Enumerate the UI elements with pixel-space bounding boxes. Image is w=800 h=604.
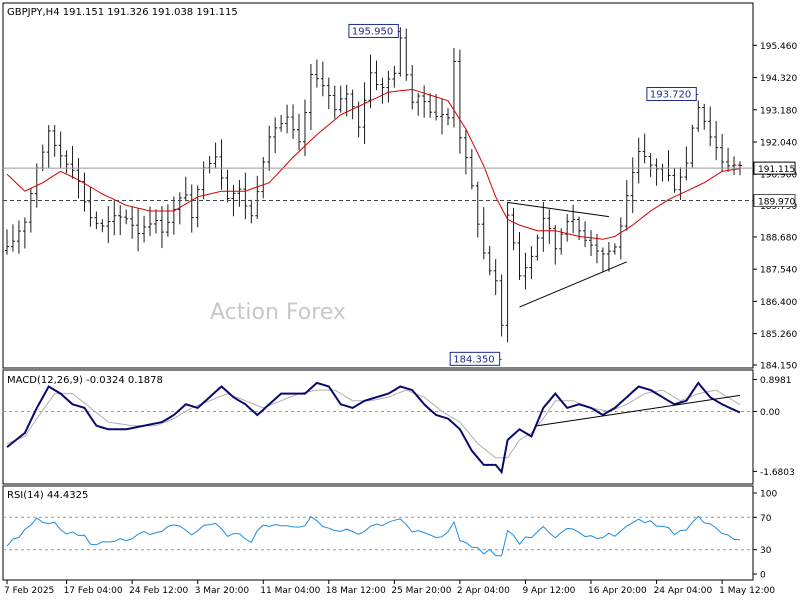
price-panel: Action Forex 195.460 194.320 193.180 192.04… xyxy=(2,2,797,372)
price-y-tick-label: 184.150 xyxy=(760,362,797,372)
macd-signal-line xyxy=(6,389,741,459)
time-tick-label: 3 Mar 20:00 xyxy=(195,586,250,596)
price-y-tick-label: 194.320 xyxy=(760,74,797,84)
support-level-label: 189.970 xyxy=(758,197,795,207)
price-y-tick-label: 188.680 xyxy=(760,233,797,243)
price-annotation-label: 195.950 xyxy=(352,26,393,37)
rsi-line xyxy=(6,515,741,557)
macd-y-tick-label: 0.8981 xyxy=(760,376,792,386)
watermark-text: Action Forex xyxy=(210,300,346,325)
price-annotation-label: 193.720 xyxy=(650,89,691,100)
price-trendline xyxy=(507,201,609,218)
macd-y-tick-label: 0.00 xyxy=(760,408,780,418)
current-price-box xyxy=(753,161,796,175)
price-y-tick-label: 185.260 xyxy=(760,330,797,340)
time-tick-label: 17 Feb 04:00 xyxy=(64,586,123,596)
macd-panel: 0.8981 0.00 -1.6803 MACD(12,26,9) -0.0324 … xyxy=(2,369,795,485)
price-trendline xyxy=(519,261,627,308)
moving-average-line xyxy=(6,88,741,240)
time-tick-label: 9 Apr 12:00 xyxy=(522,586,575,596)
current-price-label: 191.115 xyxy=(758,165,795,175)
price-y-tick-label: 186.400 xyxy=(760,298,797,308)
rsi-y-tick-label: 30 xyxy=(760,546,772,556)
time-axis: 7 Feb 2025 17 Feb 04:00 24 Feb 12:00 3 Mar … xyxy=(4,580,775,596)
time-tick-label: 1 May 12:00 xyxy=(719,586,775,596)
time-tick-label: 7 Feb 2025 xyxy=(4,586,54,596)
price-plot-frame xyxy=(2,2,754,369)
price-y-tick-label: 192.040 xyxy=(760,138,797,148)
macd-trendline xyxy=(537,394,741,427)
support-level-box xyxy=(753,193,796,207)
rsi-y-tick-label: 100 xyxy=(760,490,777,500)
time-tick-label: 16 Apr 20:00 xyxy=(588,586,647,596)
symbol-title: GBPJPY,H4 191.151 191.326 191.038 191.11… xyxy=(7,7,238,18)
price-y-tick-label: 190.900 xyxy=(760,171,797,181)
rsi-y-tick-label: 70 xyxy=(760,514,772,524)
rsi-plot-frame xyxy=(2,485,754,581)
price-y-tick-label: 187.540 xyxy=(760,266,797,276)
rsi-y-tick-label: 0 xyxy=(760,571,766,581)
time-tick-label: 24 Apr 04:00 xyxy=(654,586,713,596)
time-tick-label: 25 Mar 20:00 xyxy=(391,586,451,596)
time-tick-label: 24 Feb 12:00 xyxy=(129,586,188,596)
rsi-panel: 100 70 30 0 RSI(14) 44.4325 xyxy=(2,485,777,581)
time-tick-label: 2 Apr 04:00 xyxy=(457,586,510,596)
price-y-tick-label: 193.180 xyxy=(760,106,797,116)
time-tick-label: 11 Mar 04:00 xyxy=(260,586,320,596)
macd-y-tick-label: -1.6803 xyxy=(760,468,795,478)
price-y-tick-label: 189.790 xyxy=(760,202,797,212)
macd-plot-frame xyxy=(2,369,754,485)
price-annotation-label: 184.350 xyxy=(453,354,494,365)
rsi-title: RSI(14) 44.4325 xyxy=(7,490,88,501)
price-y-tick-label: 195.460 xyxy=(760,42,797,52)
macd-line xyxy=(6,381,741,475)
time-tick-label: 18 Mar 12:00 xyxy=(326,586,386,596)
macd-title: MACD(12,26,9) -0.0324 0.1878 xyxy=(7,375,163,386)
